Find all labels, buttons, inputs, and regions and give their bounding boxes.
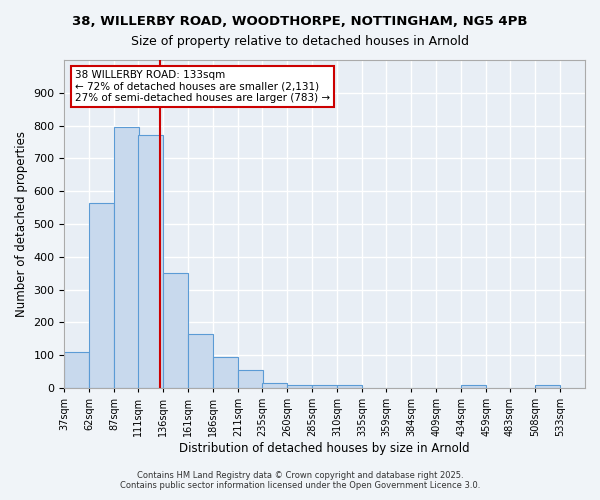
Text: 38 WILLERBY ROAD: 133sqm
← 72% of detached houses are smaller (2,131)
27% of sem: 38 WILLERBY ROAD: 133sqm ← 72% of detach… xyxy=(75,70,330,103)
Bar xyxy=(238,370,263,388)
Bar xyxy=(188,334,213,388)
Bar xyxy=(461,386,485,388)
Bar xyxy=(262,383,287,388)
X-axis label: Distribution of detached houses by size in Arnold: Distribution of detached houses by size … xyxy=(179,442,470,455)
Bar xyxy=(163,273,188,388)
Bar xyxy=(213,357,238,388)
Text: 38, WILLERBY ROAD, WOODTHORPE, NOTTINGHAM, NG5 4PB: 38, WILLERBY ROAD, WOODTHORPE, NOTTINGHA… xyxy=(72,15,528,28)
Bar xyxy=(535,386,560,388)
Bar xyxy=(337,386,362,388)
Bar xyxy=(115,127,139,388)
Y-axis label: Number of detached properties: Number of detached properties xyxy=(15,131,28,317)
Bar xyxy=(139,136,163,388)
Bar xyxy=(312,385,337,388)
Text: Contains HM Land Registry data © Crown copyright and database right 2025.
Contai: Contains HM Land Registry data © Crown c… xyxy=(120,470,480,490)
Bar xyxy=(64,352,89,388)
Bar xyxy=(89,202,114,388)
Text: Size of property relative to detached houses in Arnold: Size of property relative to detached ho… xyxy=(131,35,469,48)
Bar xyxy=(287,385,312,388)
